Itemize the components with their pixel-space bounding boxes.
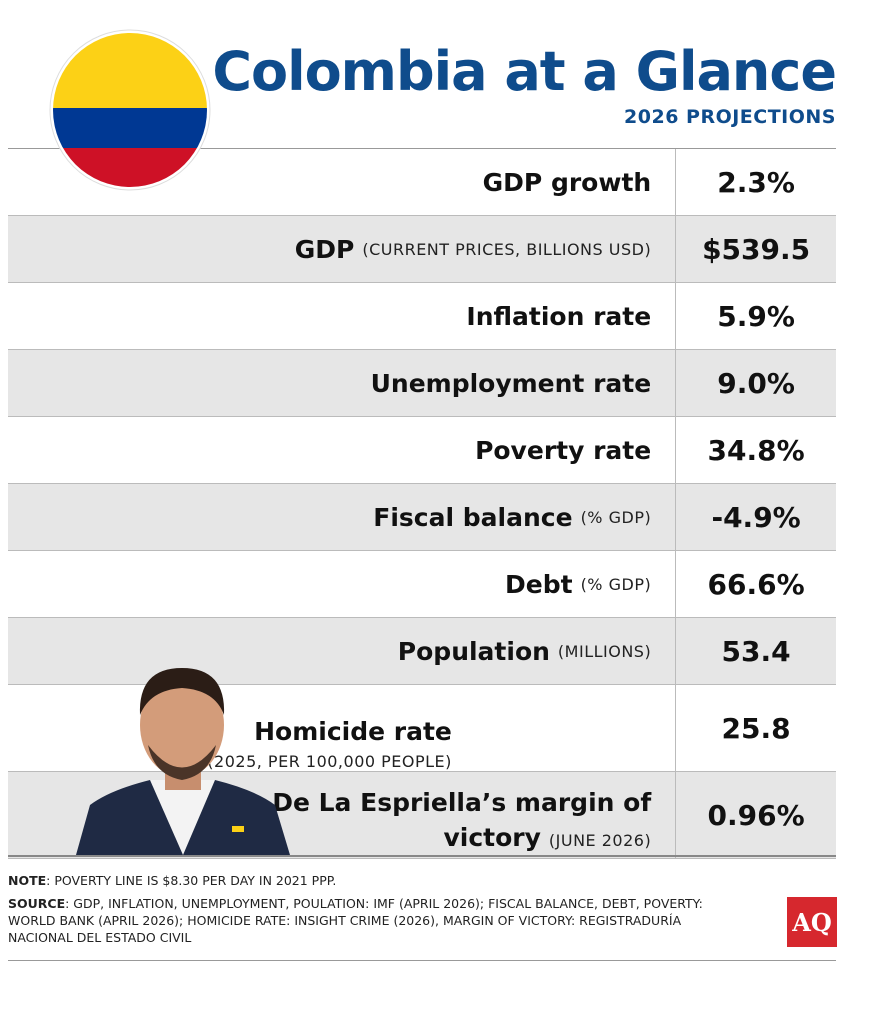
logo: AQ [787, 897, 837, 947]
note: NOTE: POVERTY LINE IS $8.30 PER DAY IN 2… [8, 872, 708, 889]
table-row: Homicide rate (2025, PER 100,000 PEOPLE) 2… [8, 685, 836, 772]
value: 2.3% [675, 149, 836, 215]
label: Homicide rate [254, 717, 452, 746]
row-label: Population (MILLIONS) [8, 618, 675, 684]
source-text: : GDP, INFLATION, UNEMPLOYMENT, POULATIO… [8, 896, 703, 945]
value: 34.8% [675, 417, 836, 483]
table-row: Inflation rate 5.9% [8, 283, 836, 350]
table-row: GDP (CURRENT PRICES, BILLIONS USD) $539.5 [8, 216, 836, 283]
row-label: Unemployment rate [8, 350, 675, 416]
value: 5.9% [675, 283, 836, 349]
title: Colombia at a Glance [212, 40, 837, 103]
table-row: Population (MILLIONS) 53.4 [8, 618, 836, 685]
qualifier: (% GDP) [580, 507, 652, 527]
value: 0.96% [675, 772, 836, 858]
label: Inflation rate [466, 301, 652, 331]
notes: NOTE: POVERTY LINE IS $8.30 PER DAY IN 2… [8, 872, 708, 952]
label: Unemployment rate [370, 368, 652, 398]
table-row: Debt (% GDP) 66.6% [8, 551, 836, 618]
divider [8, 960, 836, 961]
table-row: Poverty rate 34.8% [8, 417, 836, 484]
note-text: : POVERTY LINE IS $8.30 PER DAY IN 2021 … [46, 873, 337, 888]
qualifier: (CURRENT PRICES, BILLIONS USD) [362, 239, 652, 259]
table-row: Fiscal balance (% GDP) -4.9% [8, 484, 836, 551]
subtitle: 2026 PROJECTIONS [624, 106, 836, 128]
qualifier: (MILLIONS) [557, 641, 652, 661]
table-row: Abelardo De La Espriella’s margin of vic… [8, 772, 836, 859]
source: SOURCE: GDP, INFLATION, UNEMPLOYMENT, PO… [8, 895, 708, 946]
row-label: Inflation rate [8, 283, 675, 349]
label: Population [397, 636, 550, 666]
label: Poverty rate [475, 435, 652, 465]
table-row: GDP growth 2.3% [8, 149, 836, 216]
row-label: GDP growth [8, 149, 675, 215]
row-label: Homicide rate (2025, PER 100,000 PEOPLE) [8, 685, 675, 771]
value: 66.6% [675, 551, 836, 617]
note-label: NOTE [8, 873, 47, 888]
value: 53.4 [675, 618, 836, 684]
stats-table: GDP growth 2.3% GDP (CURRENT PRICES, BILLIO… [8, 148, 836, 859]
source-label: SOURCE [8, 896, 66, 911]
row-label: Fiscal balance (% GDP) [8, 484, 675, 550]
label: GDP [294, 234, 355, 264]
label: Fiscal balance [373, 502, 573, 532]
row-label: Poverty rate [8, 417, 675, 483]
row-label: GDP (CURRENT PRICES, BILLIONS USD) [8, 216, 675, 282]
label: Debt [505, 569, 573, 599]
value: 9.0% [675, 350, 836, 416]
divider [8, 855, 836, 857]
value: $539.5 [675, 216, 836, 282]
label: GDP growth [482, 167, 652, 197]
qualifier: (2025, PER 100,000 PEOPLE) [207, 752, 452, 771]
row-label: Debt (% GDP) [8, 551, 675, 617]
value: -4.9% [675, 484, 836, 550]
value: 25.8 [675, 685, 836, 771]
table-row: Unemployment rate 9.0% [8, 350, 836, 417]
row-label: Abelardo De La Espriella’s margin of vic… [8, 772, 675, 858]
qualifier: (JUNE 2026) [548, 831, 652, 850]
qualifier: (% GDP) [580, 574, 652, 594]
